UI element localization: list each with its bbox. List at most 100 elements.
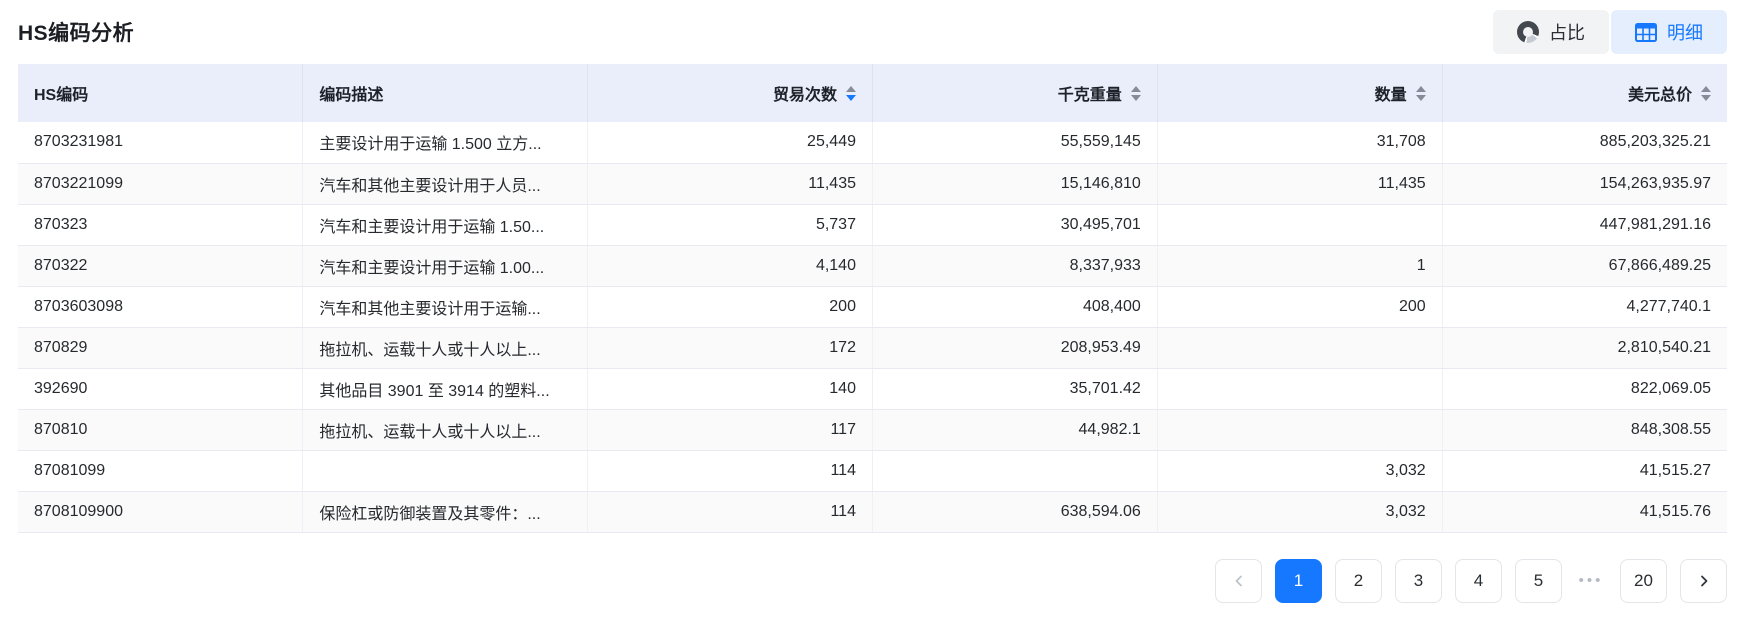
cell: 8,337,933	[872, 245, 1158, 287]
table-row: 8708109900 保险杠或防御装置及其零件：... 114 638,594.06 3…	[18, 491, 1727, 533]
cell: 140	[587, 368, 873, 410]
cell: 保险杠或防御装置及其零件：...	[302, 491, 589, 533]
table-row: 870323 汽车和主要设计用于运输 1.50... 5,737 30,495,701…	[18, 204, 1727, 246]
cell: 447,981,291.16	[1442, 204, 1727, 246]
cell: 8703603098	[18, 286, 304, 328]
cell	[1157, 327, 1443, 369]
detail-view-button[interactable]: 明细	[1611, 10, 1727, 54]
page-button-4[interactable]: 4	[1455, 558, 1502, 603]
cell: 41,515.76	[1442, 491, 1727, 533]
view-toggle: 占比 明细	[1493, 10, 1727, 54]
table-header-row: HS编码 编码描述 贸易次数 千克重量 数量 美元总价	[18, 64, 1727, 122]
sort-carets-icon	[1130, 85, 1141, 101]
cell: 41,515.27	[1442, 450, 1727, 492]
next-page-button[interactable]	[1680, 558, 1727, 603]
column-header-5[interactable]: 美元总价	[1442, 64, 1727, 122]
cell: 638,594.06	[872, 491, 1158, 533]
cell	[302, 450, 589, 492]
table-row: 392690 其他品目 3901 至 3914 的塑料... 140 35,701.4…	[18, 368, 1727, 410]
pagination-ellipsis: •••	[1578, 572, 1604, 589]
pagination: 1 2 3 4 5 ••• 20	[18, 558, 1727, 603]
cell	[1157, 409, 1443, 451]
cell: 172	[587, 327, 873, 369]
cell: 1	[1157, 245, 1443, 287]
table-row: 870810 拖拉机、运载十人或十人以上... 117 44,982.1 848,308…	[18, 409, 1727, 451]
column-header-1: 编码描述	[302, 64, 589, 122]
detail-view-label: 明细	[1667, 23, 1703, 43]
cell: 主要设计用于运输 1.500 立方...	[302, 122, 589, 164]
cell: 拖拉机、运载十人或十人以上...	[302, 327, 589, 369]
cell: 200	[587, 286, 873, 328]
cell: 44,982.1	[872, 409, 1158, 451]
sort-caret-up-icon	[1415, 85, 1426, 92]
cell: 114	[587, 491, 873, 533]
sort-carets-icon	[1415, 85, 1426, 101]
cell: 35,701.42	[872, 368, 1158, 410]
cell: 其他品目 3901 至 3914 的塑料...	[302, 368, 589, 410]
cell: 4,277,740.1	[1442, 286, 1727, 328]
column-header-0: HS编码	[18, 64, 304, 122]
table-row: 87081099 114 3,032 41,515.27	[18, 450, 1727, 492]
cell: 2,810,540.21	[1442, 327, 1727, 369]
page-button-1[interactable]: 1	[1275, 558, 1322, 603]
page-button-5[interactable]: 5	[1515, 558, 1562, 603]
table-row: 8703221099 汽车和其他主要设计用于人员... 11,435 15,146,8…	[18, 163, 1727, 205]
cell: 870829	[18, 327, 304, 369]
cell	[1157, 204, 1443, 246]
column-header-4[interactable]: 数量	[1157, 64, 1443, 122]
cell: 822,069.05	[1442, 368, 1727, 410]
page-title: HS编码分析	[18, 22, 135, 45]
chevron-left-icon	[1235, 575, 1242, 586]
column-header-3[interactable]: 千克重量	[872, 64, 1158, 122]
table-icon	[1635, 22, 1657, 42]
table-row: 8703231981 主要设计用于运输 1.500 立方... 25,449 55,5…	[18, 122, 1727, 164]
cell: 200	[1157, 286, 1443, 328]
pie-view-button[interactable]: 占比	[1493, 10, 1609, 54]
page-button-3[interactable]: 3	[1395, 558, 1442, 603]
cell: 汽车和主要设计用于运输 1.50...	[302, 204, 589, 246]
page-button-2[interactable]: 2	[1335, 558, 1382, 603]
cell: 870810	[18, 409, 304, 451]
cell: 87081099	[18, 450, 304, 492]
cell: 870322	[18, 245, 304, 287]
cell: 30,495,701	[872, 204, 1158, 246]
cell: 3,032	[1157, 450, 1443, 492]
cell: 11,435	[587, 163, 873, 205]
cell: 15,146,810	[872, 163, 1158, 205]
cell: 208,953.49	[872, 327, 1158, 369]
prev-page-button[interactable]	[1215, 558, 1262, 603]
sort-caret-down-icon	[1701, 94, 1711, 101]
column-header-label: 贸易次数	[772, 87, 837, 104]
cell: 31,708	[1157, 122, 1443, 164]
cell: 拖拉机、运载十人或十人以上...	[302, 409, 589, 451]
pie-chart-icon	[1517, 21, 1539, 43]
cell: 汽车和其他主要设计用于运输...	[302, 286, 589, 328]
sort-carets-icon	[1701, 85, 1711, 101]
table-row: 8703603098 汽车和其他主要设计用于运输... 200 408,400 200 4…	[18, 286, 1727, 328]
table-row: 870829 拖拉机、运载十人或十人以上... 172 208,953.49 2,810…	[18, 327, 1727, 369]
column-header-label: 数量	[1374, 87, 1407, 104]
column-header-label: 编码描述	[319, 87, 384, 104]
cell: 8703221099	[18, 163, 304, 205]
sort-caret-up-icon	[1130, 85, 1141, 92]
column-header-label: HS编码	[34, 87, 89, 104]
cell: 25,449	[587, 122, 873, 164]
cell: 3,032	[1157, 491, 1443, 533]
sort-caret-up-icon	[1701, 85, 1711, 92]
hs-code-table: HS编码 编码描述 贸易次数 千克重量 数量 美元总价 8703231981 主要设计用于运…	[18, 64, 1727, 533]
cell: 8703231981	[18, 122, 304, 164]
cell: 408,400	[872, 286, 1158, 328]
column-header-2[interactable]: 贸易次数	[587, 64, 873, 122]
sort-caret-up-icon	[845, 85, 856, 92]
cell: 8708109900	[18, 491, 304, 533]
cell: 汽车和其他主要设计用于人员...	[302, 163, 589, 205]
column-header-label: 美元总价	[1627, 87, 1692, 104]
page-button-20[interactable]: 20	[1620, 558, 1667, 603]
column-header-label: 千克重量	[1057, 87, 1122, 104]
cell: 11,435	[1157, 163, 1443, 205]
chevron-right-icon	[1700, 575, 1707, 586]
cell: 870323	[18, 204, 304, 246]
cell: 392690	[18, 368, 304, 410]
sort-carets-icon	[845, 85, 856, 101]
cell: 154,263,935.97	[1442, 163, 1727, 205]
